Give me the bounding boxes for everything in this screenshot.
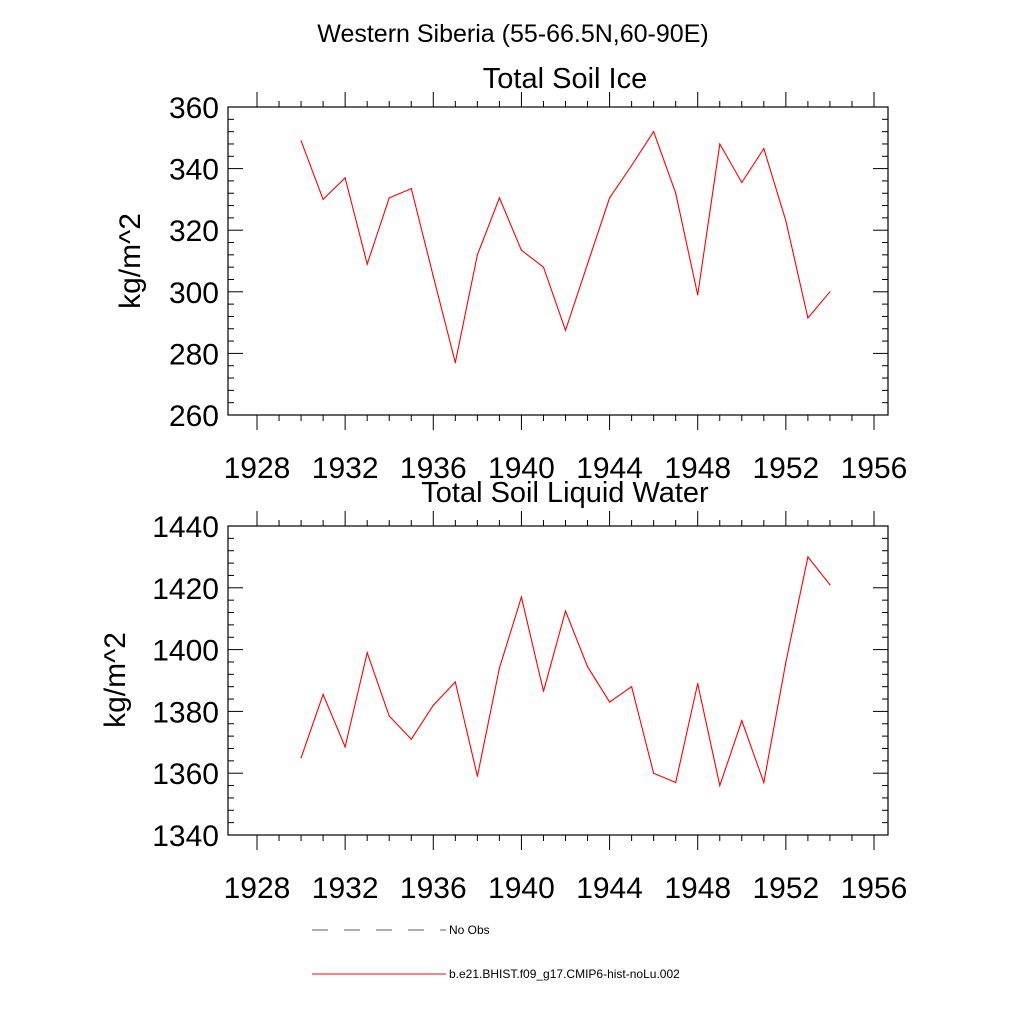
y-tick-label: 1360	[152, 758, 219, 791]
data-point	[564, 610, 567, 612]
data-point	[653, 772, 655, 774]
data-point	[807, 556, 809, 558]
data-point	[498, 197, 500, 199]
x-tick-label: 1940	[488, 452, 555, 485]
data-point	[476, 254, 478, 256]
x-tick-label: 1944	[576, 452, 643, 485]
y-axis-label: kg/m^2	[114, 213, 147, 309]
series-line-1	[300, 130, 831, 363]
x-tick-label: 1944	[576, 872, 643, 905]
x-tick-label: 1936	[400, 872, 467, 905]
data-point	[366, 652, 368, 654]
chart-panel-2: Total Soil Liquid Water kg/m^2 1928 1932 193…	[99, 477, 907, 905]
data-point	[410, 738, 412, 740]
data-point	[608, 197, 611, 199]
x-tick-label: 1948	[664, 872, 731, 905]
data-point	[586, 263, 589, 265]
data-point	[785, 220, 787, 222]
data-point	[344, 746, 346, 748]
data-point	[344, 177, 346, 179]
data-point	[476, 775, 478, 777]
data-point	[388, 715, 390, 717]
plot-frame	[227, 106, 889, 416]
data-point	[432, 704, 434, 706]
x-tick-label: 1948	[664, 452, 731, 485]
data-point	[410, 188, 412, 190]
chart-panels: Total Soil Ice kg/m^2 1928 1932 1936 1940 1944…	[99, 63, 907, 905]
legend: No Obs b.e21.BHIST.f09_g17.CMIP6-hist-noL…	[312, 923, 680, 981]
x-tick-label: 1956	[841, 872, 908, 905]
data-point	[829, 291, 831, 293]
data-point	[366, 263, 368, 265]
y-tick-label: 320	[169, 215, 219, 248]
figure-suptitle: Western Siberia (55-66.5N,60-90E)	[317, 20, 708, 48]
y-tick-label: 1340	[152, 820, 219, 853]
data-point	[388, 197, 390, 199]
series-line-1	[300, 555, 831, 788]
chart-panel-1: Total Soil Ice kg/m^2 1928 1932 1936 1940 1944…	[114, 63, 907, 485]
legend-item-2: b.e21.BHIST.f09_g17.CMIP6-hist-noLu.002	[312, 967, 680, 981]
data-point	[697, 682, 699, 685]
data-point	[608, 701, 611, 703]
y-tick-label: 360	[169, 92, 219, 125]
data-point	[631, 686, 633, 688]
y-tick-label: 300	[169, 277, 219, 310]
data-point	[785, 661, 787, 663]
y-tick-label: 280	[169, 338, 219, 371]
x-tick-label: 1936	[400, 452, 467, 485]
data-point	[454, 681, 456, 683]
data-point	[498, 667, 500, 669]
data-point	[675, 192, 677, 194]
x-tick-label: 1932	[312, 452, 379, 485]
y-axis-label: kg/m^2	[99, 632, 132, 728]
data-point	[829, 584, 831, 586]
data-point	[741, 181, 743, 184]
legend-label: No Obs	[449, 923, 490, 937]
data-point	[432, 275, 434, 277]
data-point	[631, 164, 633, 167]
data-point	[719, 143, 721, 145]
legend-item-1: No Obs	[312, 923, 490, 937]
x-tick-label: 1932	[312, 872, 379, 905]
data-point	[454, 362, 456, 364]
y-tick-label: 1380	[152, 696, 219, 729]
legend-label: b.e21.BHIST.f09_g17.CMIP6-hist-noLu.002	[449, 967, 680, 981]
y-tick-label: 260	[169, 400, 219, 433]
data-point	[520, 249, 523, 251]
x-tick-label: 1956	[841, 452, 908, 485]
data-point	[520, 596, 523, 598]
data-point	[586, 665, 589, 668]
data-point	[741, 720, 743, 722]
y-tick-label: 340	[169, 154, 219, 187]
x-tick-label: 1952	[752, 872, 819, 905]
x-tick-label: 1928	[224, 452, 291, 485]
data-point	[653, 131, 655, 133]
x-tick-label: 1940	[488, 872, 555, 905]
data-point	[542, 690, 545, 692]
data-point	[763, 781, 765, 784]
x-tick-label: 1952	[752, 452, 819, 485]
data-point	[675, 781, 677, 784]
y-tick-label: 1440	[152, 511, 219, 544]
data-point	[300, 757, 302, 759]
y-tick-label: 1420	[152, 573, 219, 606]
data-point	[564, 329, 567, 331]
data-point	[763, 147, 765, 150]
chart-title: Total Soil Ice	[483, 63, 647, 95]
data-point	[300, 140, 302, 142]
data-point	[697, 294, 699, 296]
data-point	[807, 317, 809, 319]
data-point	[322, 693, 324, 696]
chart-title: Total Soil Liquid Water	[421, 477, 709, 509]
data-point	[542, 266, 545, 268]
y-tick-label: 1400	[152, 635, 219, 668]
data-point	[719, 784, 721, 787]
x-tick-label: 1928	[224, 872, 291, 905]
plot-frame	[227, 525, 889, 836]
data-point	[322, 198, 324, 200]
